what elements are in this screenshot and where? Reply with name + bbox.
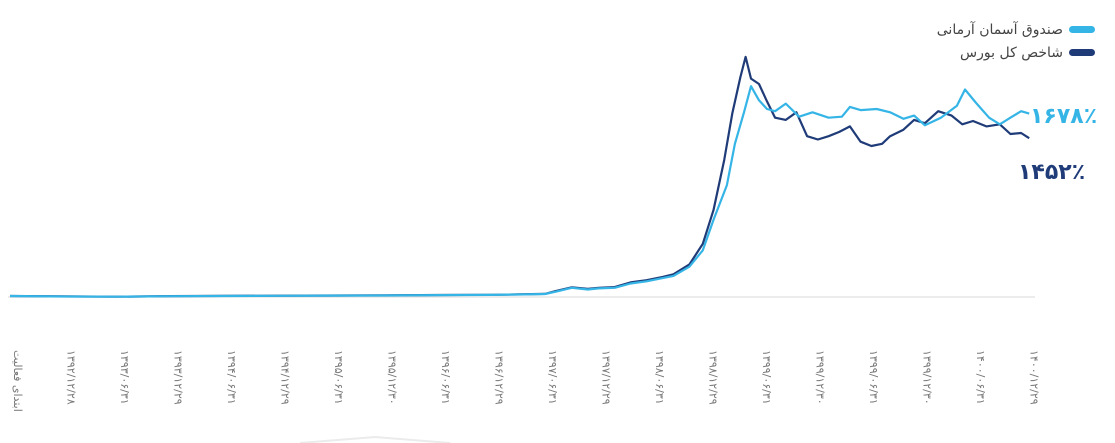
x-tick-label: ۱۳۹۹/۱۲/۳۰ xyxy=(814,350,827,405)
x-tick-label: ۱۳۹۹/۱۲/۳۰ xyxy=(921,350,934,405)
x-tick-label: ابتدای فعالیت xyxy=(11,350,24,412)
x-tick-label: ۱۳۹۴/۰۶/۳۱ xyxy=(225,350,238,405)
x-tick-label: ۱۳۹۹/۰۶/۳۱ xyxy=(760,350,773,405)
x-tick-label: ۱۳۹۸/۰۶/۳۱ xyxy=(653,350,666,405)
legend-label-fund: صندوق آسمان آرمانی xyxy=(936,21,1063,38)
decorative-chevron xyxy=(299,435,451,443)
legend-item-fund: صندوق آسمان آرمانی xyxy=(880,18,1095,41)
series-layer xyxy=(9,55,1030,298)
x-tick-label: ۱۳۹۹/۰۶/۳۱ xyxy=(867,350,880,405)
x-tick-label: ۱۳۹۴/۱۲/۲۹ xyxy=(279,350,292,405)
x-tick-label: ۱۳۹۷/۰۶/۳۱ xyxy=(546,350,559,405)
series-line-index xyxy=(9,55,1030,298)
x-tick-label: ۱۳۹۵/۱۲/۳۰ xyxy=(386,350,399,405)
legend-swatch-fund xyxy=(1069,26,1095,33)
series-line-fund xyxy=(9,85,1030,298)
legend-item-index: شاخص کل بورس xyxy=(880,41,1095,64)
x-tick-label: ۱۳۹۵/۰۶/۳۱ xyxy=(332,350,345,405)
x-tick-label: ۱۳۹۷/۱۲/۲۹ xyxy=(600,350,613,405)
x-tick-label: ۱۳۹۳/۱۲/۲۹ xyxy=(172,350,185,405)
legend-label-index: شاخص کل بورس xyxy=(960,44,1063,61)
end-value-label-index: ۱۴۵۲٪ xyxy=(1018,160,1086,185)
chart-legend: صندوق آسمان آرمانی شاخص کل بورس xyxy=(880,18,1095,64)
x-tick-label: ۱۴۰۰/۱۲/۲۹ xyxy=(1028,350,1041,405)
x-tick-labels: ابتدای فعالیت ۱۳۹۲/۱۲/۲۸ ۱۳۹۳/۰۶/۳۱ ۱۳۹۳/۱۲… xyxy=(11,350,1041,412)
end-value-label-fund: ۱۶۷۸٪ xyxy=(1030,104,1098,129)
x-tick-label: ۱۳۹۶/۰۶/۳۱ xyxy=(439,350,452,405)
x-tick-label: ۱۳۹۲/۱۲/۲۸ xyxy=(65,350,78,405)
legend-swatch-index xyxy=(1069,49,1095,56)
x-tick-label: ۱۳۹۸/۱۲/۲۹ xyxy=(707,350,720,405)
x-tick-label: ۱۳۹۶/۱۲/۲۹ xyxy=(493,350,506,405)
x-tick-label: ۱۳۹۳/۰۶/۳۱ xyxy=(118,350,131,405)
x-tick-label: ۱۴۰۰/۰۶/۳۱ xyxy=(974,350,987,405)
